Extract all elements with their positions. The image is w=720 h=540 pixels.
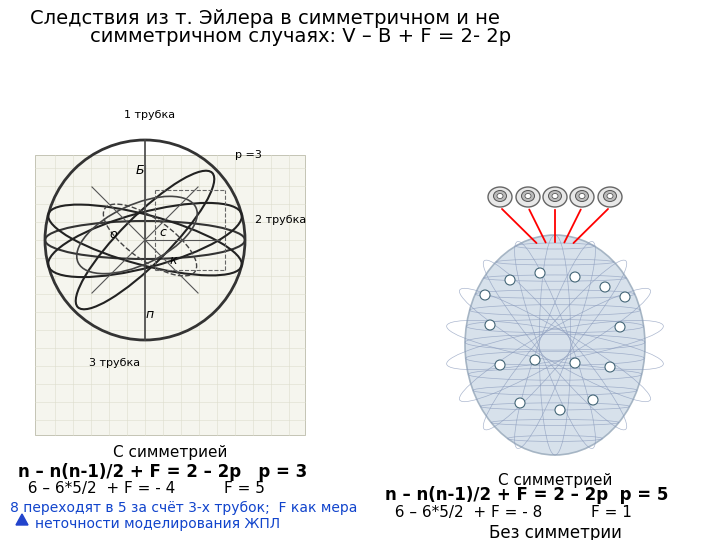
Text: Б: Б xyxy=(135,164,144,177)
Ellipse shape xyxy=(488,187,512,207)
Text: 6 – 6*5/2  + F = - 8          F = 1: 6 – 6*5/2 + F = - 8 F = 1 xyxy=(385,504,632,519)
Text: симметричном случаях: V – B + F = 2- 2p: симметричном случаях: V – B + F = 2- 2p xyxy=(90,28,511,46)
Circle shape xyxy=(600,282,610,292)
Text: С симметрией: С симметрией xyxy=(113,444,228,460)
Circle shape xyxy=(555,405,565,415)
Ellipse shape xyxy=(575,191,588,201)
Text: 1 трубка: 1 трубка xyxy=(125,110,176,120)
Circle shape xyxy=(605,362,615,372)
Ellipse shape xyxy=(552,193,558,199)
Ellipse shape xyxy=(607,193,613,199)
Text: о: о xyxy=(109,228,117,241)
Text: р =3: р =3 xyxy=(235,150,262,160)
Circle shape xyxy=(495,360,505,370)
Text: n – n(n-1)/2 + F = 2 – 2p  p = 5: n – n(n-1)/2 + F = 2 – 2p p = 5 xyxy=(385,486,668,504)
Ellipse shape xyxy=(497,193,503,199)
Text: Следствия из т. Эйлера в симметричном и не: Следствия из т. Эйлера в симметричном и … xyxy=(30,9,500,28)
Text: к: к xyxy=(169,253,176,267)
Text: 2 трубка: 2 трубка xyxy=(255,215,306,225)
Text: 6 – 6*5/2  + F = - 4          F = 5: 6 – 6*5/2 + F = - 4 F = 5 xyxy=(18,481,265,496)
Ellipse shape xyxy=(570,187,594,207)
Circle shape xyxy=(515,398,525,408)
Text: п: п xyxy=(146,308,154,321)
Text: n – n(n-1)/2 + F = 2 – 2p   p = 3: n – n(n-1)/2 + F = 2 – 2p p = 3 xyxy=(18,463,307,481)
Text: с: с xyxy=(160,226,166,239)
Ellipse shape xyxy=(603,191,616,201)
Circle shape xyxy=(485,320,495,330)
Ellipse shape xyxy=(465,235,645,455)
Polygon shape xyxy=(16,514,28,525)
Ellipse shape xyxy=(493,191,506,201)
Ellipse shape xyxy=(549,191,562,201)
Circle shape xyxy=(588,395,598,405)
Circle shape xyxy=(480,290,490,300)
Circle shape xyxy=(570,272,580,282)
Circle shape xyxy=(535,268,545,278)
Circle shape xyxy=(505,275,515,285)
Ellipse shape xyxy=(516,187,540,207)
Text: 8 переходят в 5 за счёт 3-х трубок;  F как мера: 8 переходят в 5 за счёт 3-х трубок; F ка… xyxy=(10,501,357,515)
Circle shape xyxy=(620,292,630,302)
Ellipse shape xyxy=(579,193,585,199)
Circle shape xyxy=(615,322,625,332)
Text: 3 трубка: 3 трубка xyxy=(89,358,140,368)
Text: С симметрией: С симметрией xyxy=(498,473,612,488)
Text: Без симметрии: Без симметрии xyxy=(489,524,621,540)
Ellipse shape xyxy=(521,191,534,201)
Circle shape xyxy=(530,355,540,365)
Ellipse shape xyxy=(598,187,622,207)
Text: неточности моделирования ЖПЛ: неточности моделирования ЖПЛ xyxy=(35,517,280,531)
FancyBboxPatch shape xyxy=(35,155,305,435)
Circle shape xyxy=(570,358,580,368)
Ellipse shape xyxy=(543,187,567,207)
Ellipse shape xyxy=(525,193,531,199)
